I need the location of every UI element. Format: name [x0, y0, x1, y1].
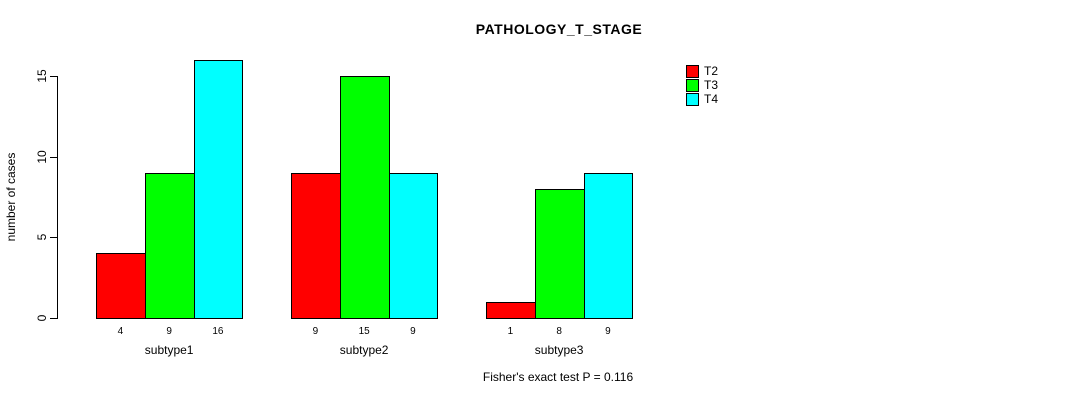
- legend-swatch-T3: [686, 78, 699, 92]
- legend-label: T3: [704, 78, 719, 92]
- y-tick-label: 0: [35, 314, 49, 322]
- bar-value-label: 15: [358, 326, 370, 337]
- y-tick-label: 10: [35, 150, 49, 164]
- x-category-label: subtype3: [534, 343, 584, 357]
- bar-value-label: 9: [312, 326, 319, 337]
- bar-value-label: 1: [507, 326, 514, 337]
- legend-item: T3: [686, 78, 718, 92]
- y-axis-line: [57, 76, 58, 319]
- bar-T2-subtype3: [486, 302, 536, 319]
- y-axis-title: number of cases: [4, 152, 18, 242]
- y-tick-mark: [50, 157, 57, 158]
- y-tick-label: 5: [35, 233, 49, 241]
- x-category-label: subtype2: [339, 343, 389, 357]
- bar-T4-subtype3: [584, 173, 633, 319]
- legend-item: T4: [686, 92, 718, 106]
- legend-label: T2: [704, 64, 719, 78]
- legend-item: T2: [686, 64, 718, 78]
- legend-swatch-T4: [686, 92, 699, 106]
- bar-T3-subtype2: [340, 76, 390, 319]
- y-tick-mark: [50, 237, 57, 238]
- legend: T2 T3 T4: [686, 64, 718, 106]
- bar-value-label: 9: [166, 326, 172, 337]
- bar-T2-subtype2: [291, 173, 341, 319]
- y-tick-mark: [50, 318, 57, 319]
- bar-T4-subtype2: [389, 173, 438, 319]
- bar-value-label: 9: [410, 326, 416, 337]
- bar-T2-subtype1: [96, 253, 146, 319]
- bar-T4-subtype1: [194, 60, 243, 319]
- legend-label: T4: [704, 92, 719, 106]
- bar-value-label: 9: [605, 326, 611, 337]
- x-category-label: subtype1: [144, 343, 194, 357]
- bar-value-label: 16: [212, 326, 224, 337]
- bar-value-label: 8: [556, 326, 562, 337]
- bar-T3-subtype1: [145, 173, 195, 319]
- bar-value-label: 4: [117, 326, 124, 337]
- y-tick-label: 15: [35, 69, 49, 83]
- bar-T3-subtype3: [535, 189, 585, 319]
- y-tick-mark: [50, 76, 57, 77]
- legend-swatch-T2: [686, 64, 699, 78]
- chart-title: PATHOLOGY_T_STAGE: [475, 21, 643, 37]
- annotation-text: Fisher's exact test P = 0.116: [482, 370, 634, 384]
